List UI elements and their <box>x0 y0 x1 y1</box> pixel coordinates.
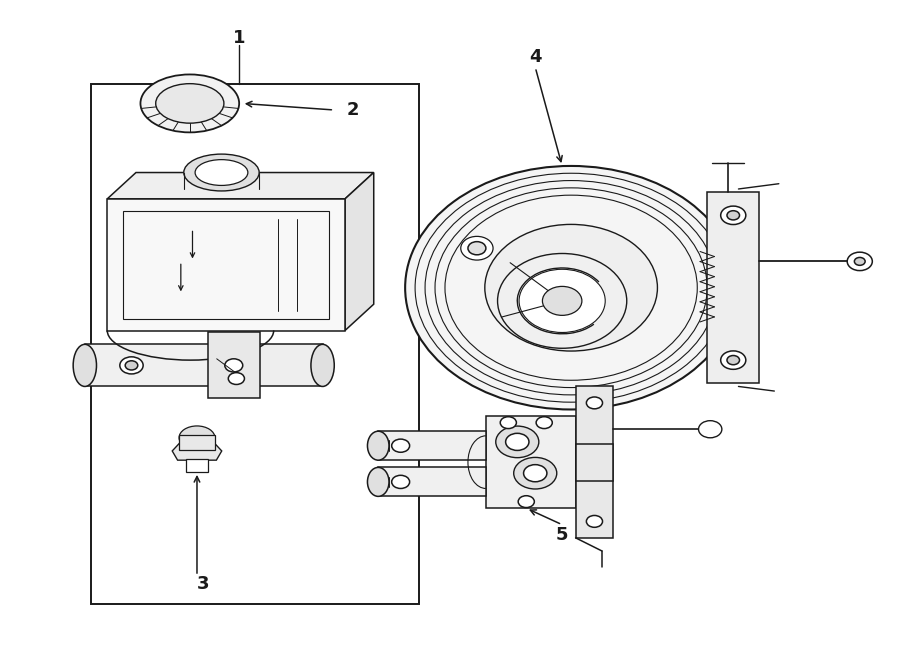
Circle shape <box>847 253 872 270</box>
Ellipse shape <box>367 467 389 496</box>
Polygon shape <box>85 344 215 387</box>
Polygon shape <box>378 467 486 496</box>
Circle shape <box>727 211 740 220</box>
Circle shape <box>536 416 553 428</box>
Circle shape <box>461 237 493 260</box>
Circle shape <box>506 434 529 450</box>
Circle shape <box>543 286 582 315</box>
Circle shape <box>698 420 722 438</box>
Text: 1: 1 <box>233 28 246 46</box>
Polygon shape <box>378 431 486 460</box>
Circle shape <box>514 457 557 489</box>
Circle shape <box>229 373 245 385</box>
Ellipse shape <box>485 224 657 351</box>
Circle shape <box>468 242 486 254</box>
Ellipse shape <box>498 253 626 348</box>
Polygon shape <box>576 444 613 481</box>
Circle shape <box>587 456 602 468</box>
Circle shape <box>392 475 410 488</box>
Bar <box>91 84 418 603</box>
Ellipse shape <box>195 159 248 186</box>
Polygon shape <box>220 344 322 387</box>
Polygon shape <box>576 387 613 538</box>
Circle shape <box>524 465 547 482</box>
Ellipse shape <box>405 166 737 409</box>
Circle shape <box>496 426 539 457</box>
Circle shape <box>854 257 865 265</box>
Circle shape <box>587 516 602 527</box>
Ellipse shape <box>367 431 389 460</box>
Circle shape <box>225 359 243 372</box>
Ellipse shape <box>140 75 239 132</box>
Circle shape <box>721 351 746 369</box>
Bar <box>179 435 215 449</box>
Circle shape <box>125 361 138 370</box>
Ellipse shape <box>519 269 605 332</box>
Text: 2: 2 <box>346 101 359 119</box>
Text: 4: 4 <box>529 48 542 66</box>
Polygon shape <box>107 199 345 330</box>
Polygon shape <box>172 442 221 460</box>
Circle shape <box>120 357 143 374</box>
Polygon shape <box>345 173 373 330</box>
Bar <box>123 211 328 319</box>
Polygon shape <box>707 192 760 383</box>
Polygon shape <box>208 332 260 399</box>
Polygon shape <box>107 173 374 199</box>
Ellipse shape <box>310 344 334 387</box>
Circle shape <box>721 206 746 225</box>
Circle shape <box>518 496 535 508</box>
Text: 5: 5 <box>556 525 569 543</box>
Ellipse shape <box>184 154 259 191</box>
Circle shape <box>587 397 602 408</box>
Circle shape <box>727 356 740 365</box>
Text: 3: 3 <box>197 575 210 593</box>
Ellipse shape <box>156 84 224 123</box>
Circle shape <box>500 416 517 428</box>
Ellipse shape <box>179 426 215 449</box>
Bar <box>186 459 208 472</box>
Circle shape <box>392 439 410 452</box>
Ellipse shape <box>73 344 96 387</box>
Polygon shape <box>486 416 576 508</box>
